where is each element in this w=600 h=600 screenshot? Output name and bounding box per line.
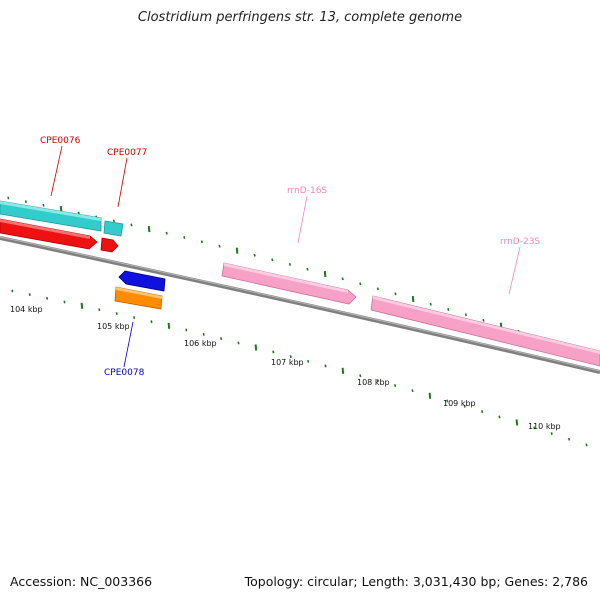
minor-tick [185,328,188,332]
major-tick [235,247,239,254]
gene-label-rrnd16s[interactable]: rrnD-16S [287,186,327,196]
minor-tick [359,374,362,378]
gene-label-rrnd23s[interactable]: rrnD-23S [500,237,540,247]
minor-tick [98,308,101,312]
minor-tick [394,384,397,388]
minor-tick [550,432,553,436]
major-tick [80,302,84,309]
minor-tick [585,443,588,447]
gene-label-cpe0076[interactable]: CPE0076 [40,136,81,146]
minor-tick [289,355,292,359]
genome-backbone [0,236,600,374]
gene-label-cpe0077[interactable]: CPE0077 [107,148,147,158]
scale-label-110: 110 kbp [528,422,561,431]
minor-tick [63,300,66,304]
gene-cpe0078-feature[interactable] [118,270,166,292]
lower-tick-row [11,289,588,447]
major-tick [254,344,258,351]
gene-red-feature-small[interactable] [100,237,119,253]
minor-tick [11,289,14,293]
minor-tick [237,341,240,345]
minor-tick [446,399,449,403]
minor-tick [464,313,467,317]
major-tick [147,225,151,233]
minor-tick [324,364,327,368]
major-tick [411,295,415,303]
minor-tick [394,292,397,296]
gene-rrnd16s-feature[interactable] [221,262,357,305]
minor-tick [115,312,118,316]
minor-tick [271,258,274,262]
minor-tick [411,389,414,393]
minor-tick [447,308,450,311]
minor-tick [112,219,115,223]
scale-label-108: 108 kbp [357,378,390,387]
minor-tick [46,296,49,300]
gene-cpe0077-feature[interactable] [103,220,124,237]
minor-tick [165,231,168,235]
minor-tick [533,426,536,430]
scale-label-106: 106 kbp [184,339,217,348]
minor-tick [359,282,362,286]
minor-tick [77,211,80,215]
minor-tick [133,316,136,320]
minor-tick [253,253,256,257]
gene-orange-feature[interactable] [114,286,163,310]
accession-text: Accession: NC_003366 [10,574,153,589]
scale-label-107: 107 kbp [271,358,304,367]
major-tick [323,270,327,278]
minor-tick [463,404,466,408]
minor-tick [183,236,186,239]
major-tick [515,419,519,426]
map-title: Clostridium perfringens str. 13, complet… [137,10,463,25]
minor-tick [150,320,153,324]
minor-tick [376,379,379,383]
minor-tick [130,223,133,227]
minor-tick [429,302,432,306]
minor-tick [220,337,223,341]
major-tick [341,367,345,374]
minor-tick [28,293,31,297]
minor-tick [307,359,310,363]
major-tick [428,392,432,399]
major-tick [167,322,171,329]
genome-summary-text: Topology: circular; Length: 3,031,430 bp… [244,574,588,589]
minor-tick [200,240,203,244]
minor-tick [306,267,309,271]
minor-tick [288,263,291,266]
minor-tick [7,196,10,200]
minor-tick [568,437,571,441]
minor-tick [202,332,205,336]
minor-tick [341,277,344,281]
minor-tick [498,415,501,419]
scale-label-104: 104 kbp [10,305,43,314]
minor-tick [24,200,27,204]
minor-tick [481,410,484,414]
minor-tick [218,244,221,248]
minor-tick [482,318,485,322]
minor-tick [272,350,275,354]
gene-label-cpe0078[interactable]: CPE0078 [104,368,145,378]
scale-label-109: 109 kbp [443,399,476,408]
gene-rrnd23s-feature[interactable] [370,295,600,367]
gene-cpe0076-feature[interactable] [0,200,102,232]
minor-tick [376,287,379,291]
minor-tick [42,203,45,207]
scale-label-105: 105 kbp [97,322,130,331]
